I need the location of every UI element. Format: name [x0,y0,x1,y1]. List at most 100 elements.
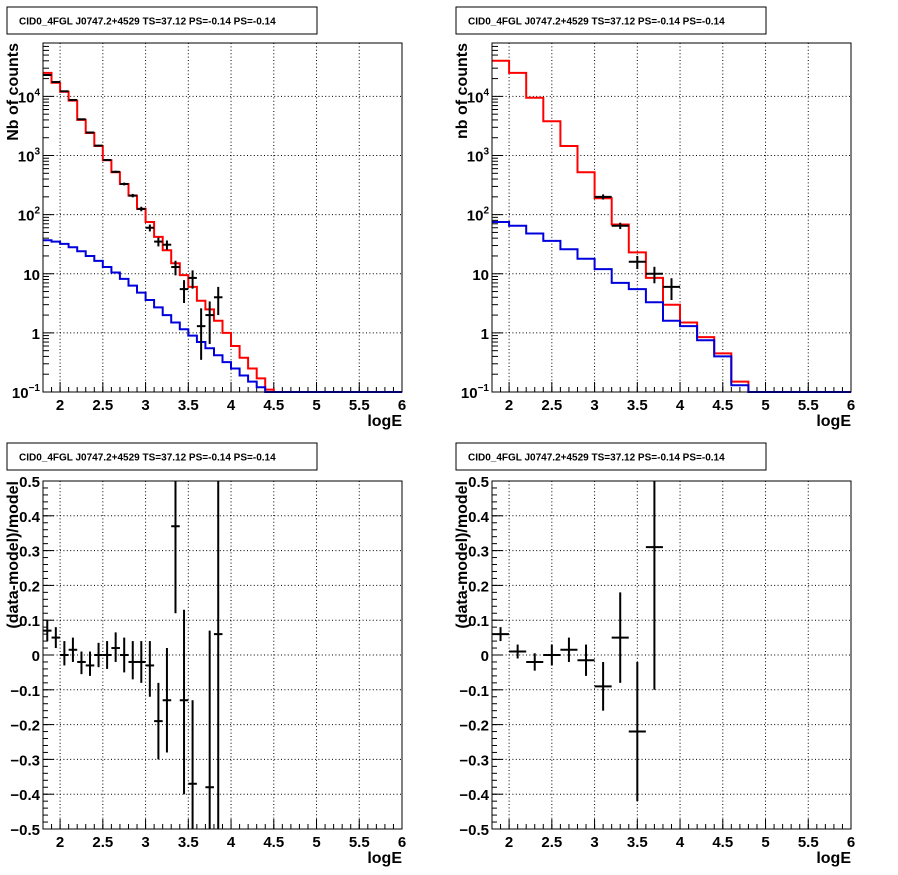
y-tick-exponent: −1 [29,383,41,394]
y-tick-label: 103 [18,147,41,166]
y-tick-label: 0 [481,648,489,665]
y-tick-base: −0.5 [459,822,489,839]
y-tick-exponent: 2 [483,206,489,217]
data-point [205,630,214,829]
data-point [611,592,629,683]
chart-pad-bottom-right: CID0_4FGL J0747.2+4529 TS=37.12 PS=-0.14… [454,442,855,867]
y-tick-base: −0.1 [459,683,489,700]
data-point [102,158,112,161]
data-point [188,270,197,289]
x-tick-label: 2.5 [541,397,562,414]
data-point [111,632,120,662]
y-tick-exponent: −1 [478,383,490,394]
data-point [51,627,61,649]
y-tick-exponent: 2 [34,206,40,217]
y-tick-label: 0.5 [468,474,489,491]
data-point [196,308,206,360]
y-tick-base: 0.5 [19,474,40,491]
data-point [577,644,595,676]
y-tick-base: 10 [18,89,35,106]
y-tick-base: 0.4 [19,509,41,526]
data-point [213,481,223,829]
y-tick-label: −0.4 [10,787,40,804]
data-point [179,609,189,795]
title-box [455,6,767,35]
y-tick-base: −0.2 [459,718,489,735]
x-tick-label: 2.5 [541,834,562,851]
histogram-series-1 [492,221,851,393]
y-tick-label: 0.1 [19,613,40,630]
data-point [119,637,129,673]
data-point [594,194,612,200]
data-point [171,260,180,276]
y-tick-label: 0 [32,648,40,665]
data-point [188,700,197,829]
x-tick-label: 3.5 [627,834,648,851]
x-tick-label: 4.5 [263,397,284,414]
data-point [628,255,646,270]
x-tick-label: 3 [590,834,598,851]
y-tick-label: −0.4 [459,787,489,804]
y-axis-title: (data-model)/model [454,481,471,629]
y-tick-base: 0.3 [19,544,40,561]
x-tick-label: 4.5 [712,397,733,414]
chart-pad-top-left: CID0_4FGL J0747.2+4529 TS=37.12 PS=-0.14… [5,6,406,430]
y-tick-base: 0.1 [468,613,489,630]
x-tick-label: 6 [847,834,855,851]
y-tick-base: 0.5 [468,474,489,491]
y-tick-base: −0.1 [10,683,40,700]
y-tick-base: 10 [472,267,489,284]
y-tick-base: 0.2 [468,578,489,595]
y-tick-base: 10 [18,208,35,225]
y-tick-base: −0.4 [459,787,489,804]
data-point [68,637,78,662]
data-point [171,481,180,614]
y-tick-base: 0.2 [19,578,40,595]
y-tick-exponent: 3 [483,147,489,158]
y-tick-base: −0.5 [10,822,40,839]
data-point [128,641,138,680]
chart-pad-top-right: CID0_4FGL J0747.2+4529 TS=37.12 PS=-0.14… [454,6,855,430]
data-point [102,641,112,669]
y-tick-base: −0.4 [10,787,40,804]
x-tick-label: 4 [227,397,236,414]
y-tick-label: 103 [467,147,490,166]
y-tick-label: −0.1 [10,683,40,700]
data-point [68,98,78,101]
y-axis-title: nb of counts [454,43,471,139]
data-point [154,237,163,247]
y-tick-exponent: 4 [483,87,489,98]
data-point [162,240,172,250]
x-tick-label: 2 [56,834,64,851]
data-point [77,651,86,675]
x-axis-title: logE [367,413,402,430]
y-tick-base: −0.3 [459,752,489,769]
data-point [154,682,163,760]
x-tick-label: 5 [761,397,769,414]
chart-title: CID0_4FGL J0747.2+4529 TS=37.12 PS=-0.14… [468,17,725,28]
data-point [594,661,612,711]
data-point [77,118,86,121]
data-point [543,644,561,666]
y-tick-base: 10 [12,385,29,402]
data-point [145,224,155,232]
histogram-series-1 [43,239,402,393]
data-point [60,641,69,666]
data-point [119,182,129,186]
plot-frame [491,42,852,393]
title-box [455,442,767,471]
x-tick-label: 3.5 [178,834,199,851]
y-tick-base: 10 [23,267,40,284]
y-tick-label: 0.3 [19,544,40,561]
plot-frame [42,42,403,393]
y-tick-label: −0.2 [459,718,489,735]
y-tick-base: 0 [481,648,489,665]
data-point [145,641,155,697]
chart-title: CID0_4FGL J0747.2+4529 TS=37.12 PS=-0.14… [468,453,725,464]
x-tick-label: 3 [141,834,149,851]
x-tick-label: 3.5 [178,397,199,414]
x-tick-label: 5.5 [349,397,370,414]
x-tick-label: 4 [676,397,685,414]
x-tick-label: 5.5 [798,834,819,851]
y-tick-base: 10 [467,208,484,225]
